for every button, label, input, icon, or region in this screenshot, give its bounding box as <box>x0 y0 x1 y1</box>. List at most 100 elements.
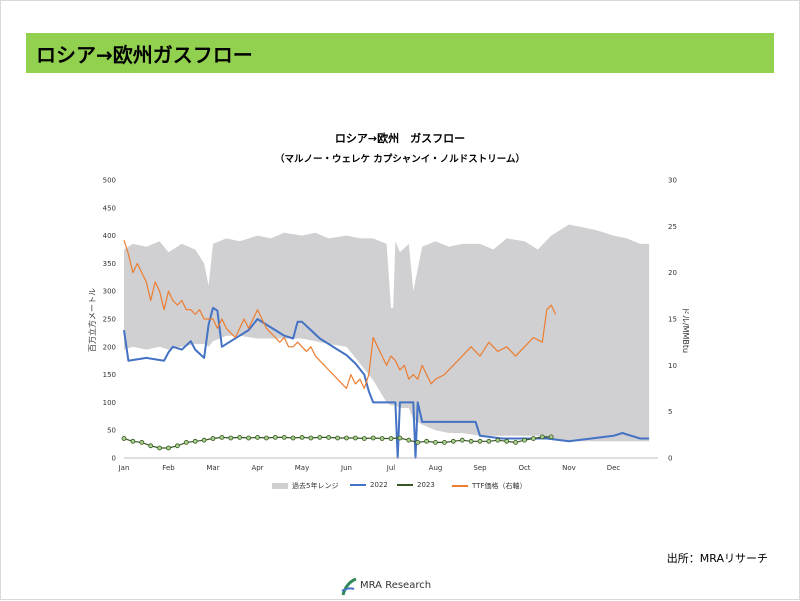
y2-tick-label: 20 <box>668 269 677 277</box>
x-tick-label: May <box>295 464 309 472</box>
data-point-2023 <box>344 435 349 441</box>
legend-item: 2022 <box>350 481 388 489</box>
data-point-2023 <box>352 435 358 441</box>
y-tick-label: 450 <box>103 204 116 212</box>
x-tick-label: Jan <box>118 464 130 472</box>
data-point-2023 <box>183 439 189 445</box>
x-tick-label: Jun <box>340 464 352 472</box>
header-bar: ロシア→欧州ガスフロー <box>26 33 774 73</box>
data-point-2023 <box>166 445 171 451</box>
legend-swatch <box>452 485 468 487</box>
y-tick-label: 400 <box>103 232 116 240</box>
y-tick-label: 0 <box>112 455 116 463</box>
data-point-2023 <box>548 434 554 440</box>
data-point-2023 <box>335 435 341 441</box>
data-point-2023 <box>486 438 492 444</box>
y2-axis-label: ドル/MMBtu <box>681 307 690 353</box>
y-tick-label: 150 <box>103 371 116 379</box>
data-point-2023 <box>477 438 483 444</box>
legend-item: 過去5年レンジ <box>272 481 338 491</box>
chart-subtitle: （マルノー・ウェレケ カプシャンイ・ノルドストリーム） <box>274 154 526 165</box>
logo-text: MRA Research <box>360 580 432 591</box>
data-point-2023 <box>237 434 243 440</box>
data-point-2023 <box>272 434 278 440</box>
data-point-2023 <box>450 438 456 444</box>
y2-tick-label: 0 <box>668 455 672 463</box>
data-point-2023 <box>130 438 136 444</box>
legend-label: TTF価格（右軸） <box>472 482 527 490</box>
data-point-2023 <box>531 436 536 441</box>
legend-item: TTF価格（右軸） <box>452 481 526 491</box>
data-point-2023 <box>121 436 127 441</box>
data-point-2023 <box>148 443 154 449</box>
data-point-2023 <box>397 435 403 441</box>
data-point-2023 <box>255 434 260 440</box>
legend-item: 2023 <box>397 481 435 489</box>
x-tick-label: Feb <box>162 464 175 472</box>
page-title: ロシア→欧州ガスフロー <box>36 43 253 67</box>
data-point-2023 <box>308 435 314 441</box>
y-tick-label: 200 <box>103 343 116 351</box>
data-point-2023 <box>201 437 207 443</box>
data-point-2023 <box>290 435 296 441</box>
y-tick-label: 100 <box>103 399 116 407</box>
y2-tick-label: 5 <box>668 408 672 416</box>
chart-title: ロシア→欧州 ガスフロー <box>334 132 466 145</box>
y-tick-label: 50 <box>107 427 116 435</box>
y-tick-label: 250 <box>103 316 116 324</box>
data-point-2023 <box>281 434 287 440</box>
x-tick-label: Sep <box>473 464 487 472</box>
x-tick-label: Jul <box>386 464 396 472</box>
data-point-2023 <box>504 438 510 444</box>
data-point-2023 <box>192 438 198 444</box>
x-tick-label: Aug <box>429 464 443 472</box>
data-point-2023 <box>326 434 332 440</box>
legend-label: 過去5年レンジ <box>292 482 339 490</box>
data-point-2023 <box>388 436 394 441</box>
y2-tick-label: 10 <box>668 362 677 370</box>
series-line-3 <box>123 240 557 390</box>
data-point-2023 <box>406 437 412 443</box>
y2-tick-label: 15 <box>668 316 677 324</box>
y2-tick-label: 25 <box>668 223 677 231</box>
source-note: 出所：MRAリサーチ <box>666 552 768 565</box>
data-point-2023 <box>228 435 234 441</box>
data-point-2023 <box>299 434 305 440</box>
legend-label: 2022 <box>370 481 388 489</box>
data-point-2023 <box>495 437 501 443</box>
x-tick-label: Dec <box>607 464 621 472</box>
data-point-2023 <box>379 436 385 441</box>
legend-swatch <box>397 484 413 486</box>
data-point-2023 <box>210 436 216 441</box>
data-point-2023 <box>468 438 474 444</box>
data-point-2023 <box>157 445 163 451</box>
data-point-2023 <box>424 438 430 444</box>
data-point-2023 <box>522 437 527 443</box>
y-axis-label: 百万立方メートル <box>87 288 97 352</box>
legend-label: 2023 <box>417 481 435 489</box>
legend-swatch <box>272 483 288 489</box>
data-point-2023 <box>219 434 225 440</box>
y-tick-label: 300 <box>103 288 116 296</box>
data-point-2023 <box>513 439 518 445</box>
logo-icon <box>341 577 357 596</box>
x-tick-label: Apr <box>251 464 263 472</box>
data-point-2023 <box>459 437 465 443</box>
x-tick-label: Oct <box>518 464 530 472</box>
data-point-2023 <box>317 434 323 440</box>
data-point-2023 <box>139 439 145 445</box>
logo: MRA Research <box>340 577 460 599</box>
y-tick-label: 500 <box>103 177 116 185</box>
data-point-2023 <box>361 436 367 441</box>
y2-tick-label: 30 <box>668 177 677 185</box>
legend-swatch <box>350 484 366 486</box>
data-point-2023 <box>539 434 545 440</box>
data-point-2023 <box>263 435 269 441</box>
y-tick-label: 350 <box>103 260 116 268</box>
series-range-area <box>124 224 650 442</box>
data-point-2023 <box>433 439 438 445</box>
data-point-2023 <box>441 439 447 445</box>
data-point-2023 <box>415 439 421 445</box>
x-tick-label: Nov <box>562 464 576 472</box>
